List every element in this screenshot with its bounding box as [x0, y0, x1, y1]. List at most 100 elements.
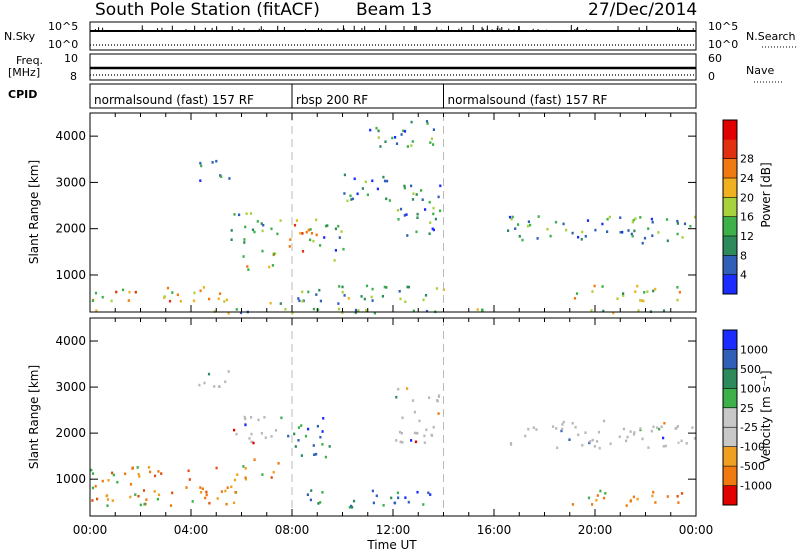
- scatter-cell: [662, 436, 665, 440]
- colorbar-swatch: [723, 427, 737, 447]
- scatter-cell: [643, 291, 646, 294]
- scatter-cell: [435, 287, 439, 290]
- scatter-cell: [238, 213, 241, 217]
- scatter-cell: [403, 186, 406, 190]
- scatter-cell: [168, 299, 172, 303]
- scatter-cell: [651, 234, 654, 237]
- scatter-cell: [584, 431, 587, 434]
- scatter-cell: [94, 291, 98, 295]
- scatter-cell: [300, 424, 303, 427]
- scatter-cell: [302, 299, 305, 303]
- scatter-cell: [116, 480, 119, 484]
- scatter-cell: [396, 209, 400, 212]
- scatter-cell: [244, 225, 247, 229]
- scatter-cell: [437, 195, 440, 199]
- scatter-cell: [334, 249, 337, 252]
- scatter-cell: [321, 443, 324, 446]
- scatter-cell: [111, 471, 114, 475]
- scatter-cell: [405, 213, 408, 216]
- scatter-cell: [691, 426, 694, 429]
- scatter-cell: [202, 286, 205, 289]
- colorbar-swatch: [723, 407, 737, 428]
- scatter-cell: [111, 499, 114, 502]
- scatter-cell: [248, 437, 251, 440]
- scatter-cell: [307, 427, 310, 431]
- scatter-cell: [414, 440, 418, 444]
- nsky-tick-top: 10^5: [48, 20, 78, 33]
- scatter-cell: [316, 424, 319, 428]
- scatter-cell: [677, 501, 680, 504]
- scatter-cell: [410, 144, 413, 147]
- colorbar-swatch: [723, 158, 737, 179]
- scatter-cell: [371, 179, 374, 183]
- colorbar-tick-label: -100: [740, 441, 765, 454]
- time-axis-title: Time UT: [366, 538, 417, 552]
- scatter-cell: [646, 290, 649, 293]
- scatter-cell: [309, 238, 312, 242]
- scatter-cell: [348, 506, 351, 509]
- scatter-cell: [641, 241, 644, 245]
- scatter-cell: [91, 486, 95, 490]
- scatter-cell: [279, 302, 282, 305]
- scatter-cell: [416, 431, 419, 435]
- scatter-cell: [315, 293, 318, 296]
- freq-tick-bottom: 8: [70, 70, 77, 83]
- scatter-cell: [215, 159, 218, 163]
- scatter-cell: [388, 199, 391, 202]
- scatter-cell: [96, 497, 99, 501]
- scatter-cell: [340, 230, 343, 233]
- scatter-cell: [598, 446, 601, 450]
- scatter-cell: [110, 299, 113, 303]
- colorbar-tick-label: 16: [740, 211, 754, 224]
- scatter-cell: [424, 208, 427, 211]
- scatter-cell: [424, 294, 428, 297]
- scatter-cell: [555, 427, 558, 430]
- scatter-cell: [425, 309, 429, 313]
- colorbar-swatch: [723, 120, 737, 140]
- scatter-cell: [421, 198, 424, 201]
- beam-label: Beam 13: [356, 0, 432, 20]
- velocity-scatter-data: [90, 318, 697, 516]
- scatter-cell: [244, 423, 247, 427]
- scatter-cell: [676, 232, 679, 236]
- scatter-cell: [176, 293, 179, 297]
- scatter-cell: [618, 435, 621, 439]
- scatter-cell: [220, 490, 223, 493]
- nsky-frame: [89, 21, 697, 51]
- scatter-cell: [665, 218, 669, 221]
- scatter-cell: [390, 496, 393, 500]
- scatter-cell: [131, 467, 134, 470]
- scatter-cell: [632, 218, 635, 222]
- scatter-cell: [347, 297, 350, 300]
- scatter-cell: [397, 218, 400, 221]
- scatter-cell: [577, 235, 580, 239]
- cpid-label: CPID: [8, 88, 37, 101]
- scatter-cell: [270, 435, 273, 438]
- scatter-cell: [244, 467, 247, 470]
- scatter-cell: [554, 220, 558, 224]
- scatter-cell: [295, 219, 299, 222]
- nsearch-tick-top: 10^5: [708, 20, 738, 33]
- scatter-cell: [305, 230, 308, 234]
- nsearch-tick-bottom: 10^0: [708, 38, 738, 51]
- scatter-cell: [651, 494, 654, 498]
- scatter-cell: [142, 489, 146, 492]
- scatter-cell: [199, 486, 202, 489]
- scatter-cell: [244, 417, 247, 421]
- scatter-cell: [428, 396, 431, 399]
- scatter-cell: [412, 192, 415, 195]
- scatter-cell: [256, 220, 259, 223]
- scatter-cell: [91, 499, 94, 502]
- velocity-colorbar: 1000 500 100 25 -25 -100 -500 -1000: [722, 329, 772, 506]
- scatter-cell: [556, 446, 559, 450]
- scatter-cell: [693, 437, 697, 440]
- scatter-cell: [622, 292, 625, 295]
- scatter-cell: [425, 120, 429, 123]
- scatter-cell: [535, 428, 538, 431]
- scatter-cell: [276, 232, 279, 236]
- scatter-cell: [375, 126, 378, 130]
- cpid-segment-label: normalsound (fast) 157 RF: [94, 93, 254, 107]
- scatter-cell: [219, 292, 222, 295]
- scatter-cell: [351, 197, 354, 201]
- scatter-cell: [153, 490, 156, 493]
